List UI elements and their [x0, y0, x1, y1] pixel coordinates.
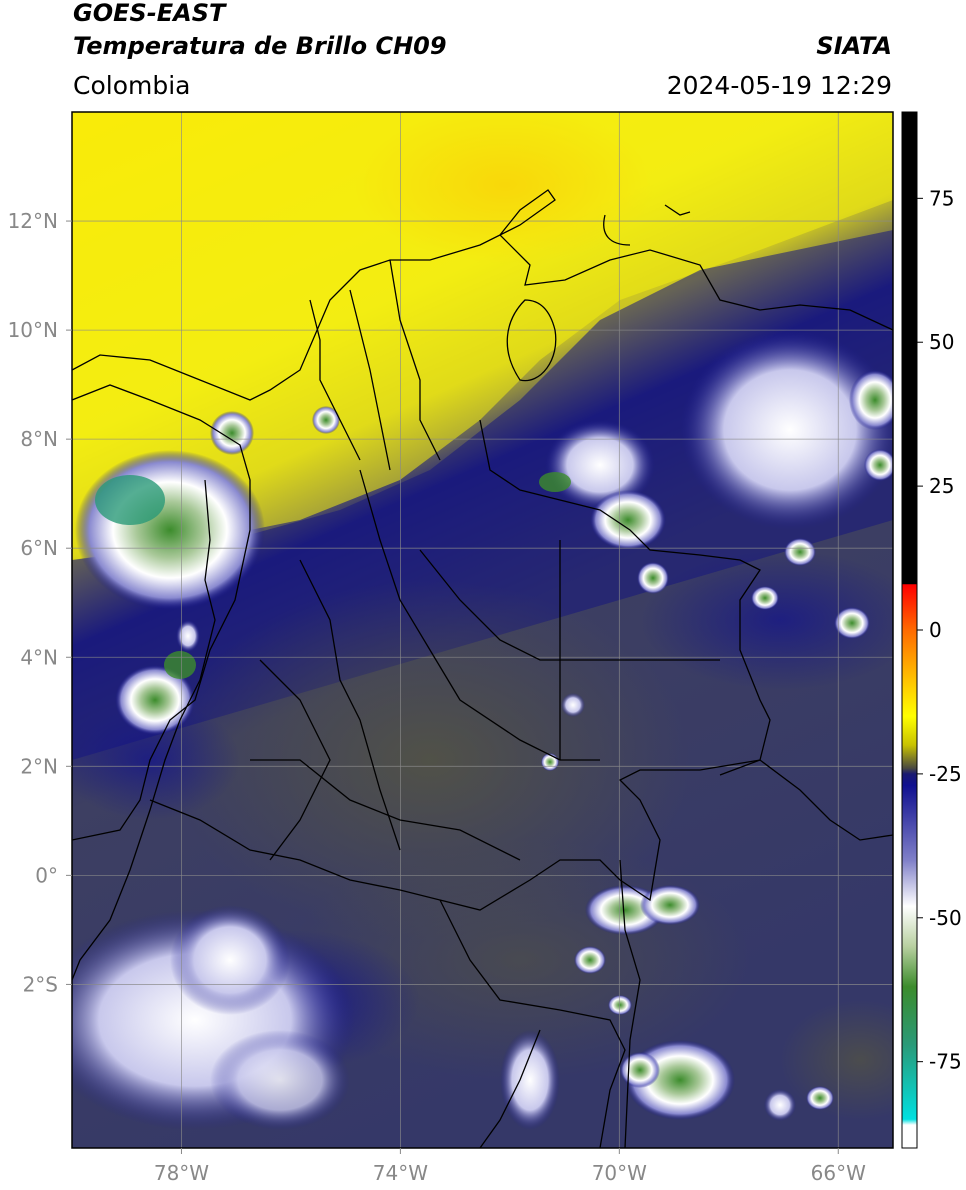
colorbar-tick-label: 25	[929, 474, 954, 498]
interior-8	[389, 259, 441, 461]
interior-7	[309, 299, 361, 461]
satellite-title: GOES-EAST	[73, 0, 226, 27]
latitude-axis: 12°N 10°N 8°N 6°N 4°N 2°N 0° 2°S	[8, 209, 72, 996]
lat-tick-label: 2°S	[23, 972, 58, 996]
imagery-layer	[72, 112, 893, 1148]
longitude-axis: 78°W 74°W 70°W 66°W	[154, 1148, 866, 1185]
colorbar-tick-label: 0	[929, 618, 942, 642]
datetime-label: 2024-05-19 12:29	[666, 71, 892, 100]
colorbar-ticks: 75 50 25 0 -25 -50 -75	[917, 186, 962, 1074]
map-frame	[71, 111, 894, 1149]
lat-tick-label: 8°N	[20, 427, 58, 451]
colorbar-gradient	[902, 112, 917, 1148]
pacific-coast	[72, 479, 216, 981]
interior-6	[259, 659, 331, 861]
interior-9	[349, 289, 391, 471]
lat-tick-label: 2°N	[20, 754, 58, 778]
lat-tick-label: 10°N	[8, 318, 58, 342]
aruba	[603, 214, 631, 246]
curacao	[664, 204, 691, 216]
caribbean-coast	[72, 189, 893, 401]
lon-tick-label: 74°W	[373, 1161, 428, 1185]
region-label: Colombia	[73, 71, 191, 100]
lon-tick-label: 66°W	[811, 1161, 866, 1185]
lon-tick-label: 70°W	[592, 1161, 647, 1185]
interior-1	[299, 559, 401, 851]
agency-label: SIATA	[816, 32, 892, 60]
maracaibo-lake	[506, 299, 557, 382]
lat-tick-label: 0°	[35, 863, 58, 887]
lat-tick-label: 6°N	[20, 536, 58, 560]
colombia-venezuela-border	[479, 419, 771, 776]
interior-2	[359, 469, 600, 761]
lat-tick-label: 12°N	[8, 209, 58, 233]
colorbar-tick-label: -75	[929, 1050, 962, 1074]
boundaries-layer	[72, 189, 893, 1148]
graticule	[72, 112, 893, 1148]
interior-3	[419, 549, 720, 661]
product-title: Temperatura de Brillo CH09	[73, 32, 447, 60]
colorbar-tick-label: 50	[929, 330, 954, 354]
interior-10	[479, 1029, 541, 1148]
colorbar-tick-label: -25	[929, 762, 962, 786]
colorbar-tick-label: -50	[929, 906, 962, 930]
interior-5	[250, 759, 521, 861]
colorbar-tick-label: 75	[929, 186, 954, 210]
panama-border	[72, 384, 251, 841]
lon-tick-label: 78°W	[154, 1161, 209, 1185]
lat-tick-label: 4°N	[20, 645, 58, 669]
colorbar: 75 50 25 0 -25 -50 -75	[901, 111, 962, 1149]
ecuador-border	[149, 799, 626, 1148]
colombia-south-border	[439, 759, 893, 911]
peru-brazil-border	[619, 859, 641, 1148]
